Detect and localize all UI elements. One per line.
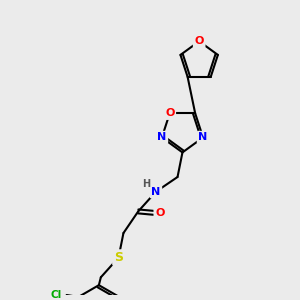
Text: N: N — [157, 133, 167, 142]
Text: O: O — [194, 36, 204, 46]
Text: S: S — [114, 251, 123, 264]
Text: N: N — [151, 187, 160, 197]
Text: Cl: Cl — [50, 290, 61, 300]
Text: O: O — [155, 208, 164, 218]
Text: H: H — [142, 179, 150, 189]
Text: N: N — [198, 133, 208, 142]
Text: O: O — [165, 108, 174, 118]
